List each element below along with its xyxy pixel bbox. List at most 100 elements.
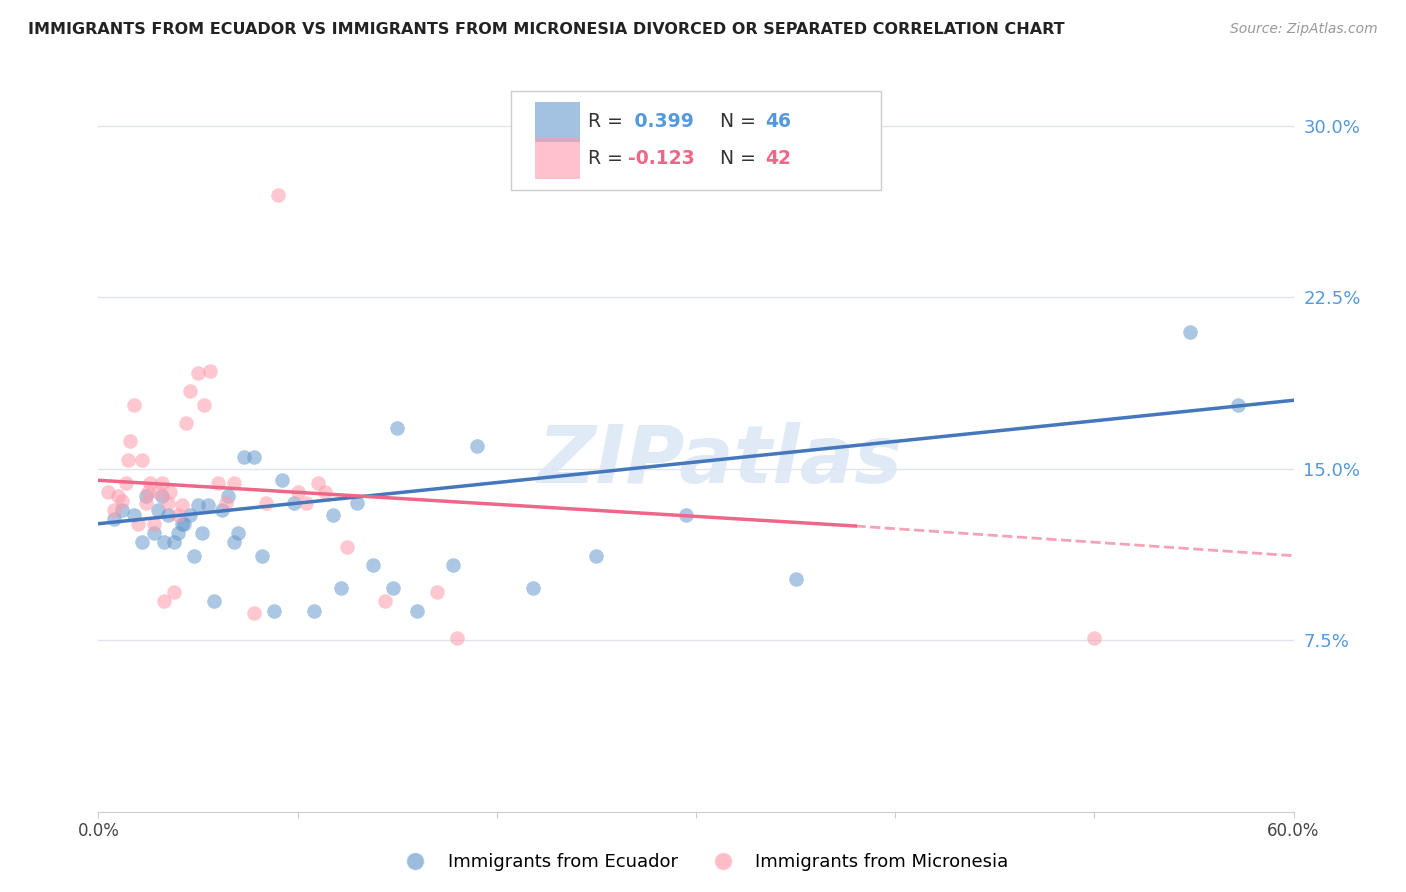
Point [426,585,449,599]
Text: R =: R = [589,149,630,168]
Point [153,594,176,608]
Point [1083,631,1105,645]
Point [139,475,162,490]
Point [465,439,488,453]
Point [374,594,396,608]
Text: -0.123: -0.123 [628,149,695,168]
Point [157,496,180,510]
Point [302,604,325,618]
Point [135,496,157,510]
Point [157,508,180,522]
Point [131,452,153,467]
Point [441,558,464,572]
Text: 42: 42 [765,149,792,168]
Point [97,484,120,499]
Point [211,503,233,517]
Point [1178,325,1201,339]
Point [232,450,254,465]
Point [294,496,316,510]
Point [1226,398,1249,412]
Point [522,581,544,595]
FancyBboxPatch shape [534,138,581,178]
Point [198,363,221,377]
Point [111,494,134,508]
Point [163,535,186,549]
Point [585,549,607,563]
Legend: Immigrants from Ecuador, Immigrants from Micronesia: Immigrants from Ecuador, Immigrants from… [389,847,1017,879]
Point [785,572,807,586]
Point [202,594,225,608]
Point [287,484,309,499]
Point [243,450,266,465]
Point [446,631,468,645]
Point [172,516,194,531]
Point [117,452,139,467]
Text: N =: N = [702,112,762,131]
Point [143,525,166,540]
Point [167,508,190,522]
Point [226,525,249,540]
Point [167,525,190,540]
Text: 46: 46 [765,112,792,131]
Point [111,503,134,517]
Point [385,421,409,435]
Point [173,516,195,531]
Point [315,484,337,499]
Point [131,535,153,549]
Point [330,581,353,595]
Point [143,516,166,531]
Point [406,604,429,618]
Point [207,475,229,490]
Point [107,489,129,503]
Point [179,508,201,522]
Point [115,475,138,490]
Point [263,604,285,618]
Point [187,499,209,513]
Point [163,585,186,599]
Text: N =: N = [702,149,762,168]
FancyBboxPatch shape [510,91,882,190]
Text: IMMIGRANTS FROM ECUADOR VS IMMIGRANTS FROM MICRONESIA DIVORCED OR SEPARATED CORR: IMMIGRANTS FROM ECUADOR VS IMMIGRANTS FR… [28,22,1064,37]
Point [103,503,125,517]
Text: Source: ZipAtlas.com: Source: ZipAtlas.com [1230,22,1378,37]
Point [363,558,385,572]
Text: ZIPatlas: ZIPatlas [537,422,903,500]
Point [179,384,201,399]
Point [191,525,214,540]
Point [159,484,181,499]
Point [127,516,149,531]
Point [148,484,170,499]
Point [382,581,405,595]
Point [243,606,266,620]
Point [675,508,697,522]
Point [270,473,292,487]
Point [346,496,368,510]
Point [174,416,197,430]
Point [283,496,305,510]
Text: 0.399: 0.399 [628,112,693,131]
Point [222,475,245,490]
Point [135,489,157,503]
Point [103,512,125,526]
Point [150,489,173,503]
Point [183,549,205,563]
Point [124,508,146,522]
Text: R =: R = [589,112,630,131]
Point [322,508,344,522]
FancyBboxPatch shape [534,102,581,142]
Point [250,549,273,563]
Point [254,496,277,510]
Point [172,499,194,513]
Point [153,535,176,549]
Point [148,503,170,517]
Point [217,489,239,503]
Point [222,535,245,549]
Point [124,398,146,412]
Point [120,434,142,449]
Point [307,475,329,490]
Point [136,484,159,499]
Point [187,366,209,380]
Point [193,398,215,412]
Point [150,475,173,490]
Point [267,187,290,202]
